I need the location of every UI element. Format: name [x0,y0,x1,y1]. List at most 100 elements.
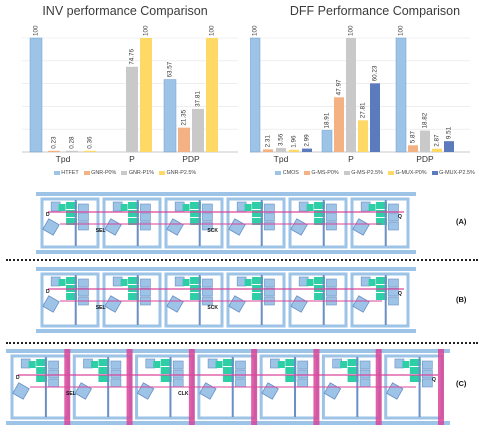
data-label: 0.36 [87,136,94,149]
diffusion-block [58,204,66,211]
contact-block [264,203,275,213]
contact-block [422,378,433,388]
diffusion-block [409,375,421,382]
diffusion-block [252,218,264,225]
legend-swatch [343,171,350,175]
tilted-device [352,295,370,313]
legend-item: HTFET [53,170,79,176]
diffusion-block [36,375,48,382]
contact-block [48,360,59,370]
diffusion-block [252,277,264,284]
diffusion-block [347,375,359,382]
contact-block [202,212,213,222]
tilted-device [323,382,342,400]
contact-block [78,203,89,213]
data-label: 0.28 [69,136,76,149]
data-label: 9.51 [446,126,453,139]
data-label: 27.81 [360,102,367,118]
poly-line [384,200,387,246]
legend-swatch [431,171,438,175]
legend-item: GNR-P1% [121,170,154,176]
diffusion-block [368,204,376,211]
contact-block [140,203,151,213]
legend-swatch [159,171,166,175]
contact-block [422,369,433,379]
legend-item: G-MUX-P2.5% [431,170,475,176]
diffusion-block [306,204,314,211]
contact-block [78,278,89,288]
contact-block [297,360,309,370]
legend-swatch [275,171,282,175]
bar-g-ms-p0--pdp [408,145,418,152]
diffusion-block [66,293,78,300]
cell-outline [102,197,162,249]
data-label: 2.99 [304,134,311,147]
diffusion-block [409,359,421,366]
contact-block [359,360,371,370]
diffusion-block [98,375,110,382]
bar-g-mux-p0--p [358,120,368,152]
contact-block [388,212,399,222]
diffusion-block [128,210,140,217]
diffusion-block [190,218,202,225]
layout-panel-b: D SEL SCK Q (B) [0,265,500,335]
tilted-device [261,382,279,400]
data-label: 100 [143,25,150,36]
contact-block [172,378,184,388]
contact-block [264,278,275,288]
category-label: Tpd [274,154,289,164]
diffusion-block [160,367,172,374]
vdd-rail [6,349,450,353]
pin-label-q: Q [398,214,402,220]
category-label: PDP [416,154,434,164]
dff-chart-title: DFF Performance Comparison [289,4,461,18]
layout-panel-a: D SEL SCK Q (A) [0,190,500,256]
tilted-device [228,295,246,313]
contact-block [326,278,337,288]
cell-outline [226,272,286,328]
legend-label: G-MUX-P0% [395,170,427,176]
layout-c-drawing: D SEL CLK Q [6,349,450,425]
data-label: 5.87 [410,131,417,144]
layout-panel-c: D SEL CLK Q (C) [0,347,500,427]
bar-g-mux-p2-5--p [370,83,380,152]
bar-g-ms-p0--tpd [263,149,273,152]
diffusion-block [98,367,110,374]
diffusion-block [306,279,314,286]
poly-line [322,275,325,325]
diffusion-block [285,375,297,382]
diffusion-block [223,375,235,382]
diffusion-block [314,293,326,300]
cell-outline [226,197,286,249]
category-label: Tpd [56,154,71,164]
bar-cmos-p [321,130,333,153]
pin-label-sck: SCK [207,305,218,311]
cell-outline [288,197,348,249]
diffusion-block [190,277,202,284]
tilted-device [166,295,184,313]
contact-block [140,221,151,231]
dff-chart-plot: 100 2.31 3.56 1.96 2.99 Tpd 18.91 47.97 100 27.81… [250,25,470,164]
separator-b-c [6,342,478,344]
dff-performance-chart: DFF Performance Comparison 100 2.31 3.56 1.… [250,0,500,188]
diffusion-block [182,204,190,211]
poly-line [260,275,263,325]
bar-gnr-p1--pdp [192,108,204,152]
separator-a-b [6,259,478,261]
diffusion-block [190,210,202,217]
tilted-device [136,382,155,400]
diffusion-block [314,210,326,217]
diffusion-block [340,361,348,368]
diffusion-block [376,218,388,225]
legend-label: CMOS [282,170,299,176]
pin-label-sel: SEL [96,228,106,234]
data-label: 1.96 [291,135,298,148]
diffusion-block [402,361,410,368]
bar-gnr-p0--pdp [178,127,190,152]
diffusion-block [314,202,326,209]
tilted-device [42,295,60,313]
contact-block [110,378,122,388]
data-label: 0.23 [51,136,58,149]
legend-label: G-MUX-P2.5% [439,170,475,176]
gnd-rail [36,250,416,254]
